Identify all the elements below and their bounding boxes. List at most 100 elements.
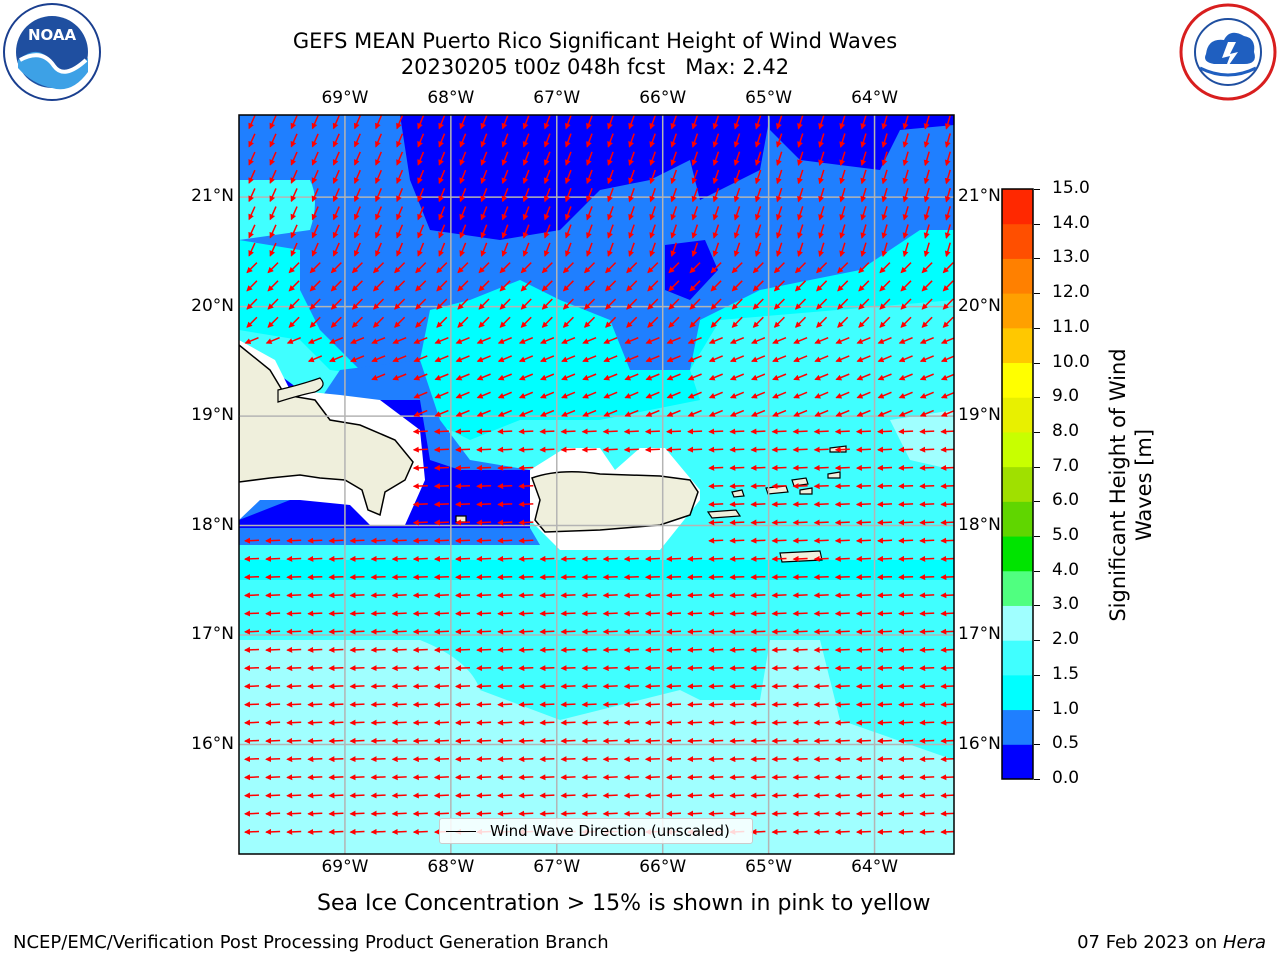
wave-direction-arrow [497, 810, 513, 817]
wave-direction-arrow [244, 665, 260, 672]
wave-direction-arrow [712, 115, 720, 130]
wave-direction-arrow [818, 187, 825, 203]
wave-direction-arrow [772, 391, 787, 399]
wave-direction-arrow [689, 316, 701, 328]
wave-direction-arrow [459, 242, 467, 257]
wave-direction-arrow [644, 792, 660, 799]
wave-direction-arrow [712, 187, 720, 203]
wave-direction-arrow [691, 133, 699, 148]
wave-direction-arrow [412, 555, 428, 562]
wave-direction-arrow [539, 592, 555, 599]
wave-direction-arrow [623, 446, 639, 453]
wave-direction-arrow [396, 133, 404, 148]
wave-direction-arrow [644, 701, 660, 708]
wave-direction-arrow [412, 628, 428, 635]
wave-direction-arrow [858, 316, 870, 328]
wave-direction-arrow [731, 298, 743, 310]
wave-direction-arrow [265, 792, 281, 799]
wave-direction-arrow [792, 810, 808, 817]
wave-direction-arrow [269, 206, 277, 221]
wave-direction-arrow [311, 188, 319, 203]
wave-direction-arrow [877, 774, 893, 781]
wave-direction-arrow [729, 391, 745, 399]
wave-direction-arrow [476, 683, 492, 690]
wave-direction-arrow [543, 242, 551, 257]
wave-direction-arrow [837, 298, 849, 310]
wave-direction-arrow [898, 373, 913, 381]
wave-direction-arrow [497, 409, 512, 417]
wave-direction-arrow [412, 464, 428, 471]
wave-direction-arrow [855, 483, 871, 490]
wave-direction-arrow [476, 519, 492, 526]
wave-direction-arrow [436, 298, 448, 310]
wave-direction-arrow [539, 628, 555, 635]
wave-direction-arrow [834, 592, 850, 599]
wave-direction-arrow [834, 464, 850, 471]
wave-direction-arrow [288, 280, 300, 292]
wave-direction-arrow [328, 701, 344, 708]
wave-direction-arrow [666, 756, 682, 763]
wave-direction-arrow [433, 701, 449, 708]
wave-direction-arrow [433, 774, 449, 781]
wave-direction-arrow [562, 262, 574, 274]
wave-direction-arrow [860, 133, 867, 148]
wave-direction-arrow [940, 628, 954, 635]
wave-direction-arrow [391, 774, 407, 781]
wave-direction-arrow [708, 464, 724, 471]
wave-direction-arrow [560, 628, 576, 635]
wave-direction-arrow [602, 592, 618, 599]
wave-direction-arrow [375, 242, 383, 257]
wave-direction-arrow [497, 683, 513, 690]
wave-direction-arrow [649, 151, 656, 166]
wave-direction-arrow [248, 188, 256, 203]
colorbar [1001, 188, 1034, 780]
wave-direction-arrow [855, 756, 871, 763]
wave-direction-arrow [944, 169, 951, 185]
wave-direction-arrow [902, 133, 909, 148]
wave-direction-arrow [687, 337, 702, 344]
wave-direction-arrow [628, 115, 635, 130]
wave-direction-arrow [602, 428, 618, 435]
wave-direction-arrow [860, 242, 867, 258]
wave-direction-arrow [750, 501, 766, 508]
wave-direction-arrow [919, 464, 935, 471]
wave-direction-arrow [834, 756, 850, 763]
wave-direction-arrow [645, 355, 660, 363]
wave-direction-arrow [412, 610, 428, 617]
wave-direction-arrow [708, 683, 724, 690]
wave-direction-arrow [644, 774, 660, 781]
wave-direction-arrow [392, 355, 407, 363]
wave-direction-arrow [476, 355, 491, 363]
wave-direction-arrow [813, 574, 829, 581]
wave-direction-arrow [940, 537, 954, 544]
wave-direction-arrow [562, 316, 574, 328]
wave-direction-arrow [898, 483, 914, 490]
wave-direction-arrow [773, 280, 785, 292]
wave-direction-arrow [792, 537, 808, 544]
wave-direction-arrow [476, 537, 492, 544]
wave-direction-arrow [539, 555, 555, 562]
land-hispaniola [239, 344, 414, 517]
wave-direction-arrow [309, 298, 321, 310]
wave-direction-arrow [834, 719, 850, 726]
wave-direction-arrow [733, 206, 741, 221]
wave-direction-arrow [522, 151, 530, 166]
wave-direction-arrow [687, 628, 703, 635]
wave-direction-arrow [518, 592, 534, 599]
wave-direction-arrow [412, 574, 428, 581]
colorbar-box [1002, 501, 1033, 537]
wave-direction-arrow [415, 280, 427, 292]
wave-direction-arrow [771, 737, 787, 744]
colorbar-title: Significant Height of Wind Waves [m] [1105, 348, 1157, 621]
wave-direction-arrow [307, 665, 323, 672]
wave-direction-arrow [286, 574, 302, 581]
wave-direction-arrow [353, 224, 361, 239]
wave-direction-arrow [855, 628, 871, 635]
wave-direction-arrow [286, 628, 302, 635]
wave-direction-arrow [771, 555, 787, 562]
colorbar-tick [1034, 779, 1040, 780]
wave-direction-arrow [265, 810, 281, 817]
wave-direction-arrow [944, 133, 951, 148]
wave-direction-arrow [940, 792, 954, 799]
